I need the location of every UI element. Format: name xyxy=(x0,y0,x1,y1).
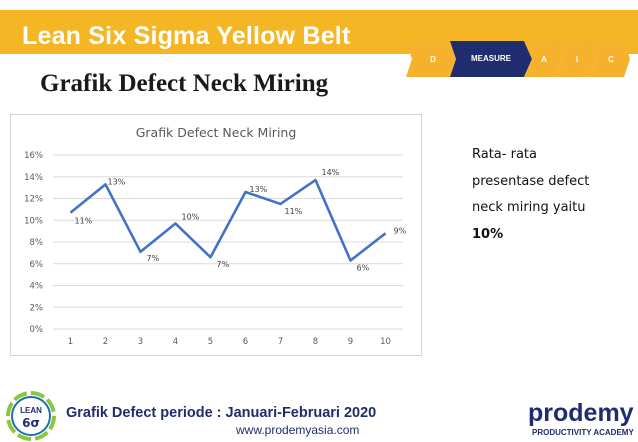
step-measure-shape xyxy=(450,41,532,77)
logo-inner-shape xyxy=(11,396,51,436)
course-title: Lean Six Sigma Yellow Belt xyxy=(22,22,351,50)
x-tick-label: 5 xyxy=(208,337,213,347)
brand-logo-text: prodemy xyxy=(528,399,634,427)
lean-six-sigma-logo: LEAN 6σ xyxy=(6,391,56,441)
y-tick-label: 6% xyxy=(30,260,44,270)
dmaic-steps: D MEASURE A I C xyxy=(406,41,630,77)
summary-line-1: Rata- rata xyxy=(472,147,537,162)
y-tick-label: 16% xyxy=(24,151,43,161)
x-tick-label: 2 xyxy=(103,337,108,347)
line-chart: Grafik Defect Neck Miring 0%2%4%6%8%10%1… xyxy=(24,125,407,347)
gridlines xyxy=(53,154,403,330)
step-c-label: C xyxy=(608,55,614,64)
slide-title: Grafik Defect Neck Miring xyxy=(40,70,329,97)
logo-ring-shape xyxy=(6,391,56,441)
x-tick-label: 6 xyxy=(243,337,248,347)
x-tick-label: 3 xyxy=(138,337,143,347)
summary-text: Rata- rata presentase defect neck miring… xyxy=(472,142,632,248)
y-tick-label: 8% xyxy=(30,238,44,248)
step-measure-label: MEASURE xyxy=(471,54,512,63)
y-tick-label: 14% xyxy=(24,173,43,183)
data-label: 6% xyxy=(357,263,370,272)
footer-period-title: Grafik Defect periode : Januari-Februari… xyxy=(66,405,377,421)
x-tick-label: 4 xyxy=(173,337,178,347)
chart-container: Grafik Defect Neck Miring 0% 2% 4% 6% 8% 10% 1… xyxy=(10,114,422,356)
data-label: 7% xyxy=(217,260,230,269)
data-label: 9% xyxy=(394,226,407,235)
x-tick-label: 8 xyxy=(313,337,318,347)
summary-value: 10% xyxy=(472,226,504,242)
step-a-label: A xyxy=(541,55,547,64)
step-d-shape xyxy=(406,41,456,77)
data-label: 11% xyxy=(285,207,303,216)
step-c-shape xyxy=(590,41,630,77)
summary-line-2: presentase defect xyxy=(472,173,590,189)
data-label: 14% xyxy=(322,168,340,177)
y-tick-label: 12% xyxy=(24,195,43,205)
step-i-label: I xyxy=(576,55,578,64)
x-tick-label: 1 xyxy=(68,337,73,347)
y-tick-label: 0% xyxy=(30,325,44,335)
data-label: 11% xyxy=(75,217,93,226)
series-line-path xyxy=(69,178,387,262)
data-label: 13% xyxy=(108,177,126,186)
y-tick-label: 2% xyxy=(30,303,44,313)
step-d-label: D xyxy=(430,55,436,64)
logo-sigma-text: 6σ xyxy=(22,416,40,430)
x-tick-label: 10 xyxy=(380,337,391,347)
data-labels: 11% 13% 7% 10% 7% 13% 11% 14% 6% 9% xyxy=(75,168,407,272)
data-label: 13% xyxy=(250,185,268,194)
y-tick-label: 4% xyxy=(30,282,44,292)
logo-lean-text: LEAN xyxy=(20,406,42,415)
summary-line-3: neck miring yaitu xyxy=(472,200,586,215)
y-tick-labels: 0% 2% 4% 6% 8% 10% 12% 14% 16% xyxy=(24,151,43,335)
chart-title: Grafik Defect Neck Miring xyxy=(136,125,297,140)
footer-url: www.prodemyasia.com xyxy=(236,423,360,437)
x-tick-label: 7 xyxy=(278,337,283,347)
title-bar: Lean Six Sigma Yellow Belt xyxy=(0,10,638,54)
brand-subtitle: PRODUCTIVITY ACADEMY xyxy=(532,428,634,437)
data-label: 10% xyxy=(182,213,200,222)
x-tick-labels: 1 2 3 4 5 6 7 8 9 10 xyxy=(68,337,391,347)
y-tick-label: 10% xyxy=(24,216,43,226)
x-tick-label: 9 xyxy=(348,337,353,347)
step-a-shape xyxy=(524,41,562,77)
step-i-shape xyxy=(556,41,596,77)
data-label: 7% xyxy=(147,254,160,263)
series-line xyxy=(69,178,387,262)
